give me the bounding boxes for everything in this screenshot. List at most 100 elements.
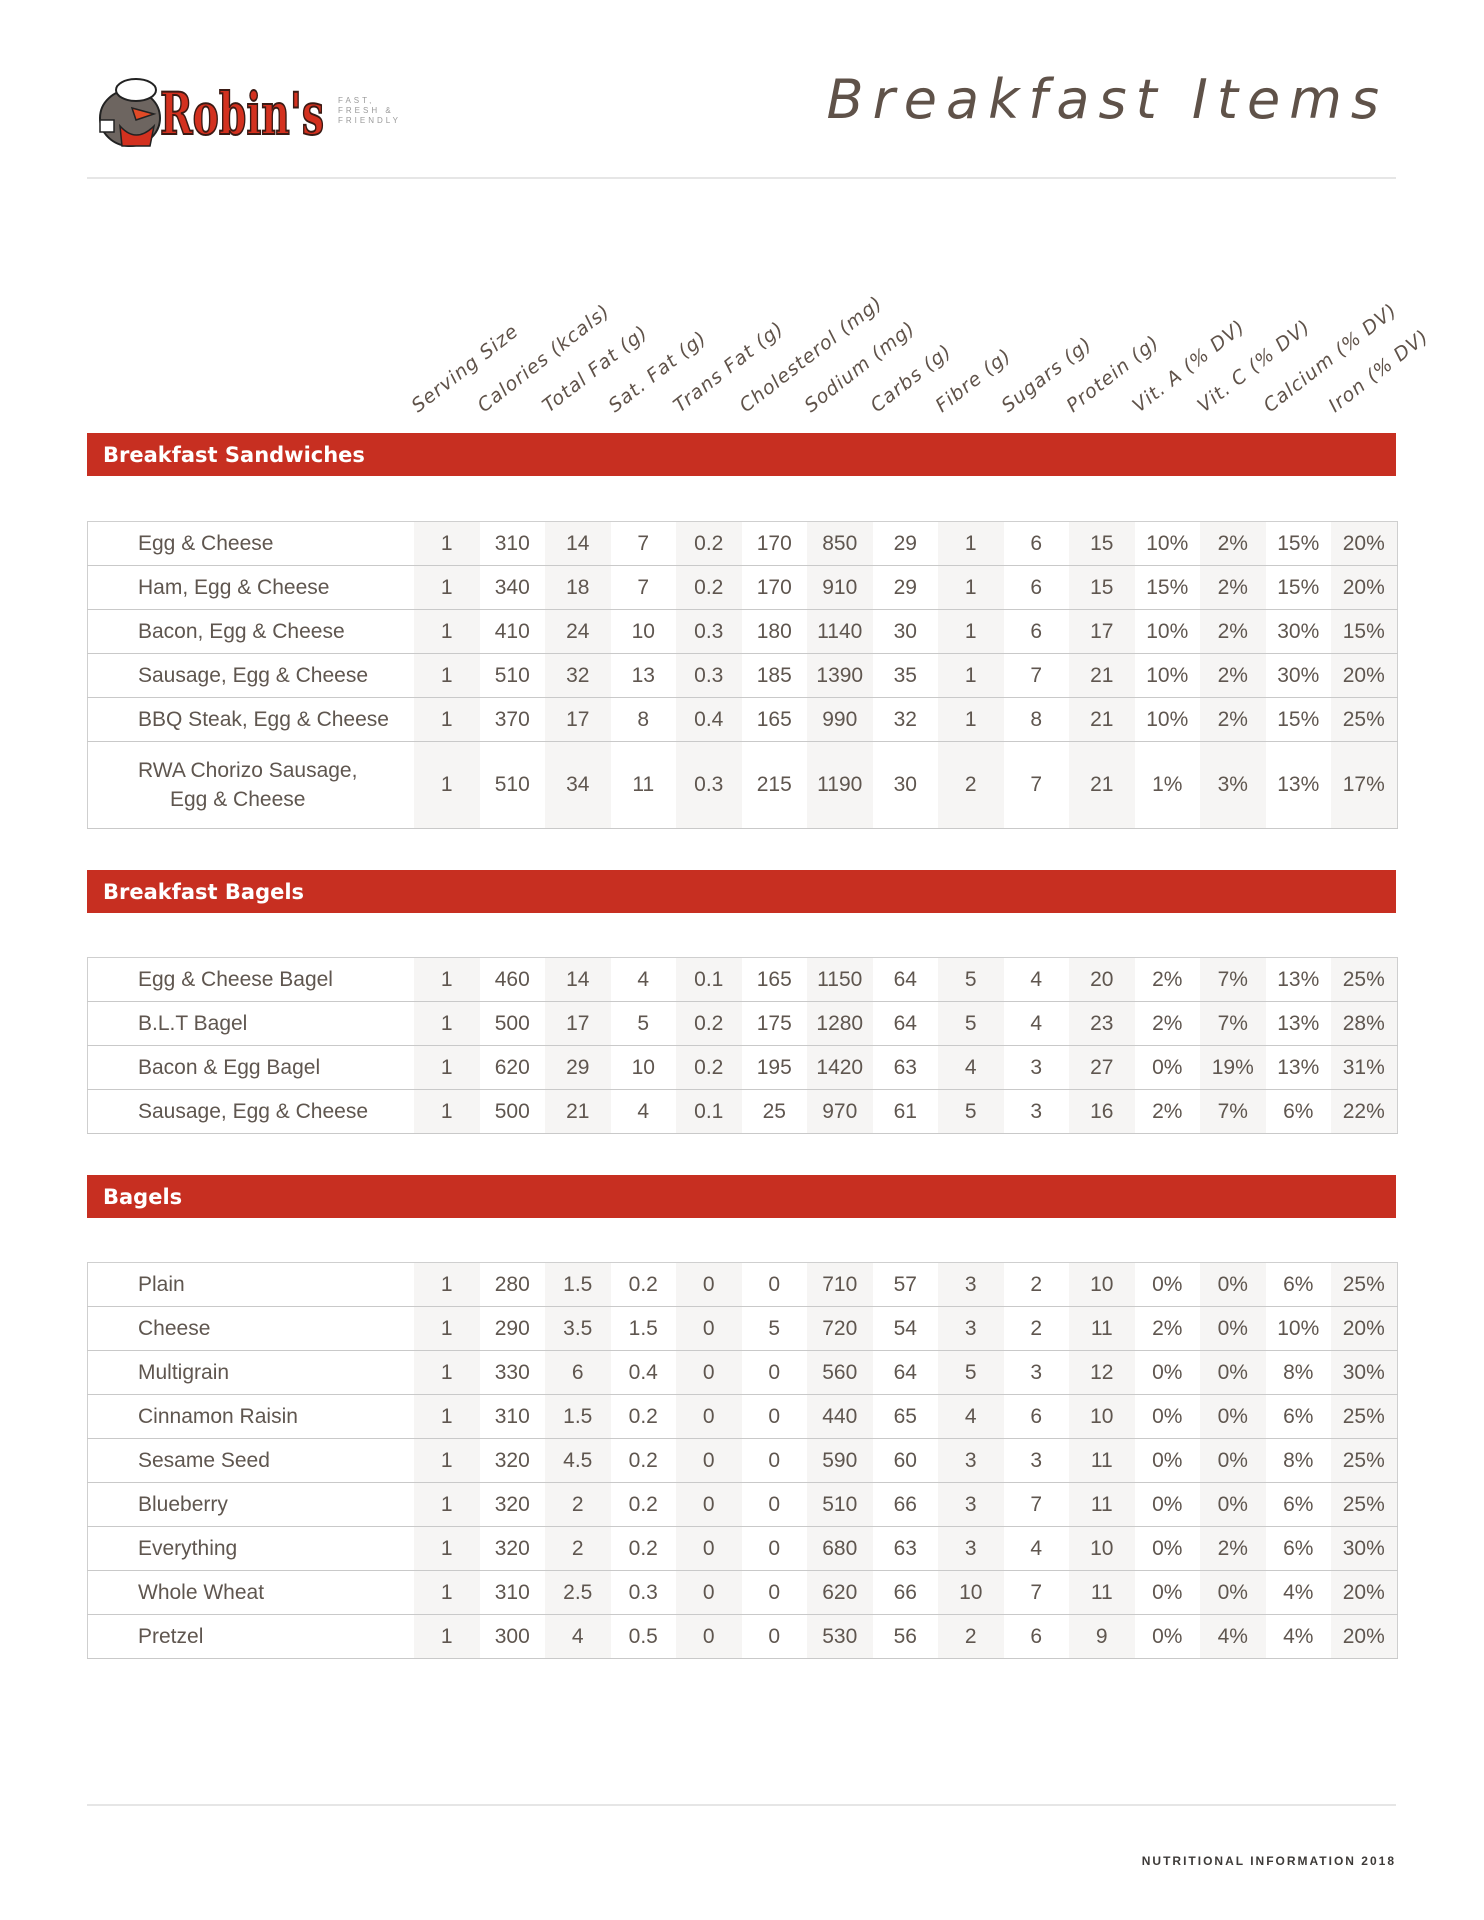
value-cell: 6 — [545, 1350, 611, 1395]
value-cell: 29 — [872, 565, 938, 610]
value-cell: 0% — [1134, 1482, 1200, 1527]
value-cell: 1150 — [807, 957, 873, 1002]
value-cell: 60 — [872, 1438, 938, 1483]
value-cell: 0 — [676, 1526, 742, 1571]
item-name: Ham, Egg & Cheese — [87, 565, 414, 610]
value-cell: 0.4 — [610, 1350, 676, 1395]
item-name: Bacon, Egg & Cheese — [87, 609, 414, 654]
value-cell: 6% — [1265, 1482, 1331, 1527]
item-name: B.L.T Bagel — [87, 1001, 414, 1046]
table-row: BBQ Steak, Egg & Cheese 1 370 17 8 0.4 165 990 3… — [87, 697, 1397, 742]
value-cell: 61 — [872, 1089, 938, 1134]
value-cell: 7% — [1200, 1001, 1266, 1046]
value-cell: 0.2 — [610, 1526, 676, 1571]
item-name: Blueberry — [87, 1482, 414, 1527]
value-cell: 1% — [1134, 741, 1200, 829]
value-cell: 0.3 — [676, 653, 742, 698]
value-cell: 165 — [741, 957, 807, 1002]
value-cell: 25% — [1331, 697, 1397, 742]
value-cell: 1 — [938, 653, 1004, 698]
value-cell: 17 — [545, 697, 611, 742]
value-cell: 310 — [479, 1570, 545, 1615]
value-cell: 0.2 — [610, 1394, 676, 1439]
nutrition-table: Egg & Cheese Bagel 1 460 14 4 0.1 165 1150 64 5 4 2… — [87, 957, 1398, 1134]
item-name-line: Cheese — [138, 1316, 211, 1340]
item-name: BBQ Steak, Egg & Cheese — [87, 697, 414, 742]
value-cell: 1 — [414, 565, 480, 610]
value-cell: 7 — [610, 521, 676, 566]
value-cell: 970 — [807, 1089, 873, 1134]
value-cell: 9 — [1069, 1614, 1135, 1659]
value-cell: 10 — [938, 1570, 1004, 1615]
item-name-line: Whole Wheat — [138, 1580, 265, 1604]
value-cell: 20% — [1331, 521, 1397, 566]
value-cell: 7% — [1200, 1089, 1266, 1134]
value-cell: 20% — [1331, 1570, 1397, 1615]
value-cell: 0% — [1134, 1350, 1200, 1395]
footer-text: NUTRITIONAL INFORMATION 2018 — [1141, 1854, 1396, 1868]
value-cell: 180 — [741, 609, 807, 654]
value-cell: 13% — [1265, 957, 1331, 1002]
value-cell: 13% — [1265, 1045, 1331, 1090]
value-cell: 2% — [1134, 957, 1200, 1002]
value-cell: 320 — [479, 1526, 545, 1571]
value-cell: 10 — [1069, 1526, 1135, 1571]
column-header: Trans Fat (g) — [669, 317, 789, 417]
value-cell: 0.4 — [676, 697, 742, 742]
tagline-line: FRIENDLY — [338, 116, 401, 125]
table-row: Bacon & Egg Bagel 1 620 29 10 0.2 195 1420 63 4 3 2… — [87, 1045, 1397, 1090]
value-cell: 0 — [741, 1570, 807, 1615]
value-cell: 5 — [938, 1001, 1004, 1046]
bottom-divider — [87, 1804, 1396, 1806]
column-header: Sodium (mg) — [800, 317, 920, 417]
value-cell: 4% — [1265, 1614, 1331, 1659]
value-cell: 2% — [1200, 565, 1266, 610]
item-name: Whole Wheat — [87, 1570, 414, 1615]
value-cell: 3 — [938, 1306, 1004, 1351]
value-cell: 64 — [872, 1001, 938, 1046]
value-cell: 17 — [1069, 609, 1135, 654]
value-cell: 0% — [1134, 1614, 1200, 1659]
value-cell: 2.5 — [545, 1570, 611, 1615]
item-name: Sesame Seed — [87, 1438, 414, 1483]
value-cell: 10% — [1134, 521, 1200, 566]
value-cell: 16 — [1069, 1089, 1135, 1134]
value-cell: 2% — [1200, 653, 1266, 698]
value-cell: 5 — [938, 957, 1004, 1002]
value-cell: 63 — [872, 1045, 938, 1090]
value-cell: 30 — [872, 741, 938, 829]
section-header: Bagels — [87, 1175, 1396, 1218]
item-name-line: Everything — [138, 1536, 238, 1560]
value-cell: 170 — [741, 565, 807, 610]
value-cell: 620 — [807, 1570, 873, 1615]
value-cell: 0.2 — [676, 1001, 742, 1046]
value-cell: 2% — [1200, 521, 1266, 566]
section-title: Breakfast Sandwiches — [103, 443, 365, 467]
table-row: Pretzel 1 300 4 0.5 0 0 530 56 2 6 9 0% 4% 4% 20% — [87, 1614, 1397, 1659]
value-cell: 66 — [872, 1482, 938, 1527]
value-cell: 10% — [1134, 653, 1200, 698]
table-row: Sesame Seed 1 320 4.5 0.2 0 0 590 60 3 3 11 0% 0% 8% 25… — [87, 1438, 1397, 1483]
value-cell: 1 — [938, 565, 1004, 610]
value-cell: 30% — [1265, 609, 1331, 654]
value-cell: 25% — [1331, 1262, 1397, 1307]
value-cell: 0 — [676, 1438, 742, 1483]
value-cell: 20% — [1331, 653, 1397, 698]
value-cell: 4 — [1003, 1001, 1069, 1046]
value-cell: 30 — [872, 609, 938, 654]
value-cell: 5 — [938, 1089, 1004, 1134]
value-cell: 0% — [1200, 1306, 1266, 1351]
value-cell: 7 — [1003, 653, 1069, 698]
value-cell: 0 — [676, 1394, 742, 1439]
value-cell: 1140 — [807, 609, 873, 654]
value-cell: 32 — [545, 653, 611, 698]
value-cell: 0% — [1134, 1262, 1200, 1307]
value-cell: 215 — [741, 741, 807, 829]
item-name-line: Blueberry — [138, 1492, 228, 1516]
value-cell: 0% — [1134, 1526, 1200, 1571]
value-cell: 1420 — [807, 1045, 873, 1090]
value-cell: 620 — [479, 1045, 545, 1090]
item-name: Sausage, Egg & Cheese — [87, 653, 414, 698]
item-name: Sausage, Egg & Cheese — [87, 1089, 414, 1134]
value-cell: 6% — [1265, 1394, 1331, 1439]
